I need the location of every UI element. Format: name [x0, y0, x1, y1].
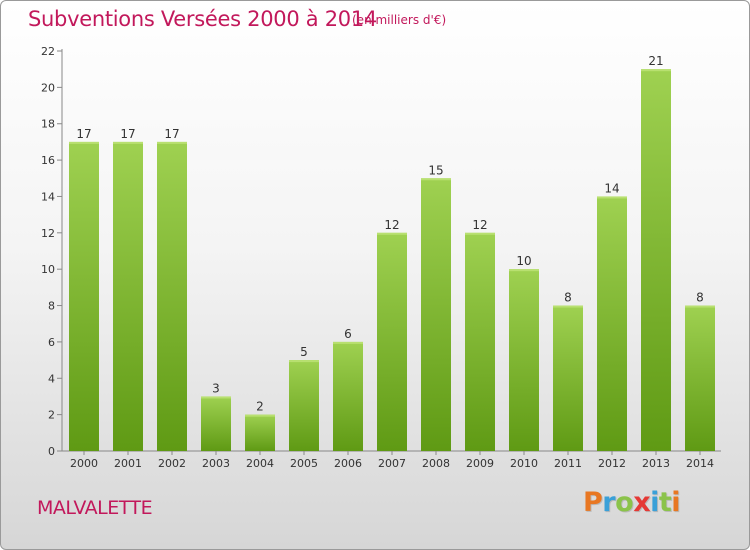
bar [289, 360, 319, 451]
chart-title: Subventions Versées 2000 à 2014 [28, 7, 377, 31]
x-tick-label: 2005 [290, 457, 318, 470]
x-tick-label: 2008 [422, 457, 450, 470]
x-tick-label: 2006 [334, 457, 362, 470]
bar-highlight [245, 414, 275, 417]
bar-value-label: 17 [164, 127, 179, 141]
bar-highlight [377, 232, 407, 235]
bar-highlight [465, 232, 495, 235]
x-tick-label: 2009 [466, 457, 494, 470]
bar-highlight [509, 269, 539, 272]
bar [685, 305, 715, 451]
proxiti-logo: Proxiti [583, 487, 681, 518]
logo-letter: P [583, 487, 603, 518]
x-tick-label: 2003 [202, 457, 230, 470]
bar-value-label: 21 [648, 54, 663, 68]
bar-value-label: 12 [472, 218, 487, 232]
bar-highlight [421, 178, 451, 181]
bar-highlight [201, 396, 231, 399]
logo-letter: x [633, 487, 651, 518]
bar-highlight [685, 305, 715, 308]
bar-value-label: 2 [256, 400, 264, 414]
bar [157, 141, 187, 451]
bar [421, 178, 451, 452]
bar [245, 414, 275, 451]
bar-value-label: 8 [564, 291, 572, 305]
bar-highlight [113, 141, 143, 144]
bar [333, 341, 363, 451]
commune-name: MALVALETTE [37, 497, 153, 519]
logo-letter: i [671, 487, 681, 518]
logo-letter: t [658, 487, 672, 518]
y-tick-label: 12 [41, 227, 55, 240]
bar-value-label: 5 [300, 345, 308, 359]
bar-value-label: 6 [344, 327, 352, 341]
bar [69, 141, 99, 451]
x-tick-label: 2010 [510, 457, 538, 470]
bar [553, 305, 583, 451]
bar-value-label: 17 [76, 127, 91, 141]
y-tick-label: 10 [41, 263, 55, 276]
logo-letter: o [615, 487, 634, 518]
bar-highlight [289, 360, 319, 363]
bar-highlight [553, 305, 583, 308]
x-tick-label: 2004 [246, 457, 274, 470]
bar-value-label: 8 [696, 291, 704, 305]
bar [465, 232, 495, 451]
bar-value-label: 3 [212, 381, 220, 395]
bar-value-label: 12 [384, 218, 399, 232]
y-tick-label: 18 [41, 118, 55, 131]
x-tick-label: 2011 [554, 457, 582, 470]
bar-value-label: 10 [516, 254, 531, 268]
y-tick-label: 20 [41, 81, 55, 94]
bar-highlight [641, 69, 671, 72]
bar-value-label: 15 [428, 163, 443, 177]
bar [597, 196, 627, 451]
y-tick-label: 2 [48, 409, 55, 422]
x-tick-label: 2002 [158, 457, 186, 470]
bar-highlight [333, 341, 363, 344]
bar-highlight [157, 141, 187, 144]
bar [509, 269, 539, 451]
bar [377, 232, 407, 451]
x-tick-label: 2001 [114, 457, 142, 470]
bar-highlight [597, 196, 627, 199]
x-tick-label: 2012 [598, 457, 626, 470]
bar [201, 396, 231, 451]
y-tick-label: 8 [48, 300, 55, 313]
bar [113, 141, 143, 451]
logo-letter: r [602, 487, 616, 518]
bar [641, 69, 671, 451]
y-tick-label: 0 [48, 445, 55, 458]
y-tick-label: 6 [48, 336, 55, 349]
x-tick-label: 2000 [70, 457, 98, 470]
y-tick-label: 14 [41, 190, 55, 203]
chart-subtitle: (en milliers d'€) [352, 13, 447, 27]
bar-highlight [69, 141, 99, 144]
x-tick-label: 2014 [686, 457, 714, 470]
x-tick-label: 2013 [642, 457, 670, 470]
x-tick-label: 2007 [378, 457, 406, 470]
bar-value-label: 14 [604, 181, 619, 195]
y-tick-label: 22 [41, 45, 55, 58]
logo-letter: i [650, 487, 659, 518]
bar-value-label: 17 [120, 127, 135, 141]
y-tick-label: 16 [41, 154, 55, 167]
y-tick-label: 4 [48, 372, 55, 385]
